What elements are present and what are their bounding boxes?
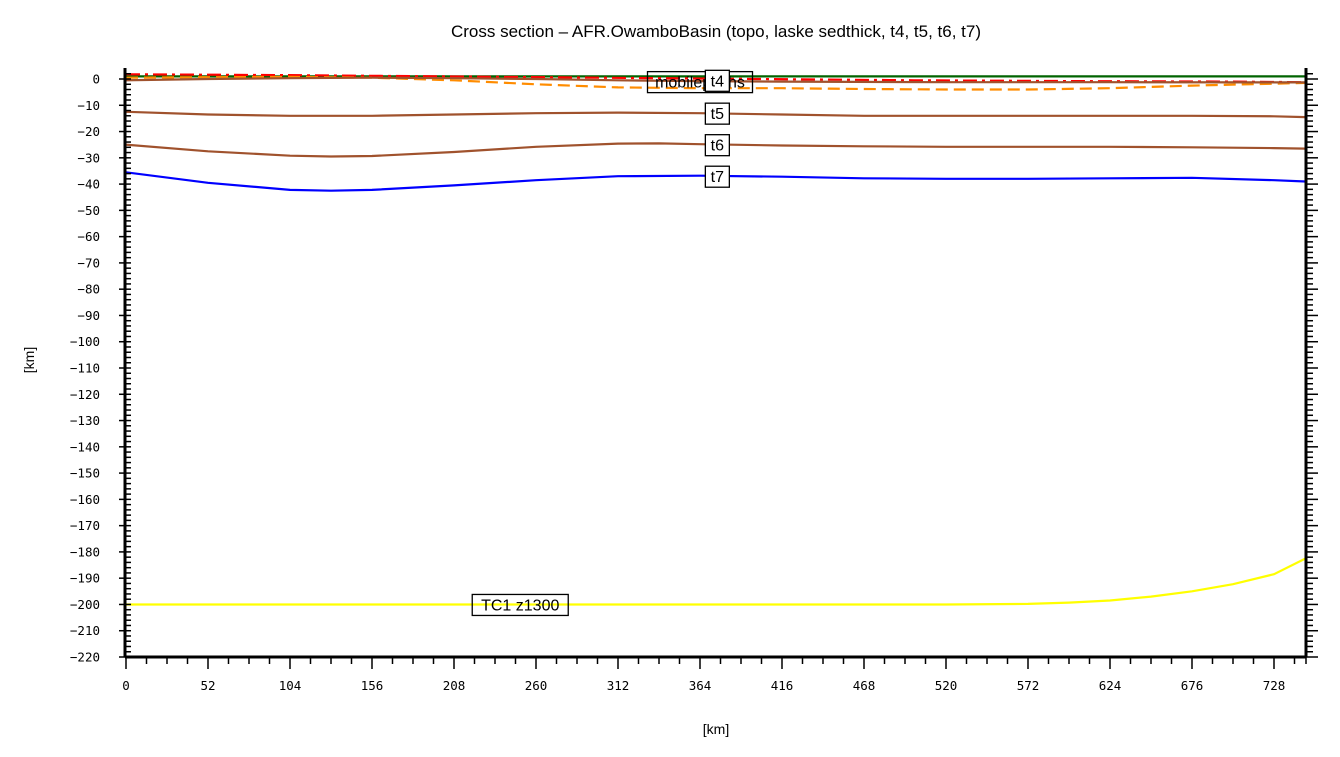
- x-tick-label: 416: [771, 678, 794, 693]
- y-tick-label: −180: [70, 544, 100, 559]
- x-tick-label: 624: [1099, 678, 1122, 693]
- x-tick-label: 0: [122, 678, 130, 693]
- series-t7: [125, 171, 1306, 192]
- curve-label: t6: [711, 138, 724, 155]
- y-tick-label: −40: [77, 177, 100, 192]
- x-tick-label: 468: [853, 678, 876, 693]
- y-tick-label: −60: [77, 229, 100, 244]
- y-tick-label: −100: [70, 334, 100, 349]
- y-tick-label: −210: [70, 623, 100, 638]
- y-tick-label: −190: [70, 571, 100, 586]
- y-tick-label: −170: [70, 518, 100, 533]
- chart-title: Cross section – AFR.OwamboBasin (topo, l…: [451, 22, 981, 41]
- label-box: [704, 134, 730, 157]
- y-tick-label: −120: [70, 387, 100, 402]
- x-tick-label: 364: [689, 678, 712, 693]
- y-tick-label: −30: [77, 150, 100, 165]
- y-tick-label: −110: [70, 361, 100, 376]
- y-tick-label: −160: [70, 492, 100, 507]
- y-tick-label: −220: [70, 650, 100, 665]
- label-box: [646, 70, 754, 94]
- x-tick-label: 312: [607, 678, 630, 693]
- x-tick-label: 676: [1181, 678, 1204, 693]
- plot-lines: [125, 73, 1306, 606]
- y-axis-label: [km]: [21, 347, 37, 373]
- x-tick-label: 208: [443, 678, 466, 693]
- label-box: [704, 69, 730, 92]
- y-tick-label: 0: [92, 72, 100, 87]
- y-tick-label: −140: [70, 439, 100, 454]
- curve-label: t4: [711, 73, 724, 90]
- x-axis-label: [km]: [703, 721, 729, 737]
- series-t6: [125, 142, 1306, 158]
- x-tick-label: 156: [361, 678, 384, 693]
- y-tick-label: −10: [77, 98, 100, 113]
- y-tick-label: −130: [70, 413, 100, 428]
- series-tc1-z1300: [126, 557, 1306, 606]
- y-tick-label: −70: [77, 255, 100, 270]
- series-t4: [125, 76, 1306, 84]
- y-tick-label: −20: [77, 124, 100, 139]
- curve-label: TC1 z1300: [481, 597, 559, 614]
- curve-label: mobilepachs: [655, 75, 745, 92]
- label-box: [704, 165, 730, 188]
- series-t5: [125, 110, 1306, 119]
- axes: 0 −10 −20 −30 −40 −50 −60 −70 −80 −90 −100 −110 −120…: [70, 68, 1318, 693]
- y-tick-label: −50: [77, 203, 100, 218]
- label-box: [471, 593, 569, 617]
- x-tick-label: 260: [525, 678, 548, 693]
- label-box: [704, 102, 730, 125]
- curve-label: t5: [711, 106, 724, 123]
- x-tick-label: 104: [279, 678, 302, 693]
- x-tick-label: 572: [1017, 678, 1040, 693]
- series-laske-sedthick: [125, 73, 1306, 84]
- y-tick-label: −80: [77, 282, 100, 297]
- y-tick-label: −150: [70, 466, 100, 481]
- y-tick-label: −200: [70, 597, 100, 612]
- curve-label: t7: [711, 169, 724, 186]
- x-tick-label: 52: [200, 678, 215, 693]
- y-tick-label: −90: [77, 308, 100, 323]
- x-tick-label: 728: [1263, 678, 1286, 693]
- x-tick-label: 520: [935, 678, 958, 693]
